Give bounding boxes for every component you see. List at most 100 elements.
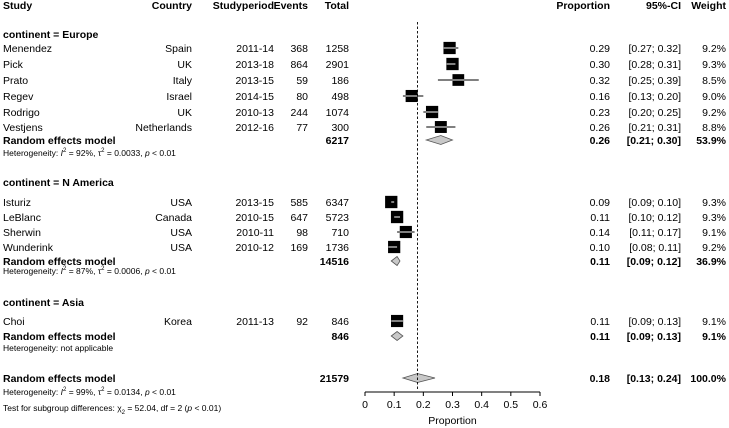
study-events: 244 xyxy=(290,107,308,119)
x-tick-label: 0.6 xyxy=(533,399,548,411)
header-events: Events xyxy=(274,0,309,12)
study-proportion: 0.23 xyxy=(590,107,611,119)
study-weight: 9.2% xyxy=(702,43,726,55)
study-weight: 9.3% xyxy=(702,197,726,209)
overall-weight: 100.0% xyxy=(690,373,726,385)
subgroup-test: Test for subgroup differences: χ2 = 52.0… xyxy=(3,403,221,416)
study-ci: [0.09; 0.13] xyxy=(628,316,681,328)
study-total: 710 xyxy=(331,227,349,239)
study-events: 92 xyxy=(296,316,308,328)
header-total: Total xyxy=(325,0,349,12)
study-period: 2010-13 xyxy=(235,107,274,119)
study-name: Sherwin xyxy=(3,227,41,239)
study-events: 647 xyxy=(290,212,308,224)
study-weight: 9.2% xyxy=(702,107,726,119)
pooled-ci: [0.09; 0.12] xyxy=(627,256,681,268)
study-country: Canada xyxy=(155,212,192,224)
pooled-total: 14516 xyxy=(320,256,349,268)
header-weight: Weight xyxy=(691,0,726,12)
study-total: 2901 xyxy=(326,59,350,71)
study-total: 300 xyxy=(331,122,349,134)
study-events: 77 xyxy=(296,122,308,134)
study-total: 1258 xyxy=(326,43,350,55)
x-tick-label: 0.1 xyxy=(387,399,402,411)
x-tick-label: 0.5 xyxy=(504,399,519,411)
study-events: 864 xyxy=(290,59,308,71)
study-weight: 9.3% xyxy=(702,59,726,71)
study-total: 6347 xyxy=(326,197,350,209)
study-name: Prato xyxy=(3,75,28,87)
study-name: Vestjens xyxy=(3,122,43,134)
study-weight: 8.8% xyxy=(702,122,726,134)
study-total: 5723 xyxy=(326,212,350,224)
overall-ci: [0.13; 0.24] xyxy=(627,373,681,385)
study-period: 2012-16 xyxy=(235,122,274,134)
pooled-weight: 36.9% xyxy=(696,256,726,268)
study-proportion: 0.11 xyxy=(590,212,610,224)
study-ci: [0.27; 0.32] xyxy=(628,43,681,55)
study-name: Isturiz xyxy=(3,197,31,209)
study-ci: [0.21; 0.31] xyxy=(628,122,681,134)
study-total: 846 xyxy=(331,316,349,328)
study-ci: [0.25; 0.39] xyxy=(628,75,681,87)
study-name: Menendez xyxy=(3,43,52,55)
pooled-diamond xyxy=(390,330,404,342)
overall-label: Random effects model xyxy=(3,373,116,385)
study-proportion: 0.11 xyxy=(590,316,610,328)
study-ci: [0.28; 0.31] xyxy=(628,59,681,71)
pooled-total: 846 xyxy=(331,331,349,343)
header-ci: 95%-CI xyxy=(646,0,681,12)
study-country: UK xyxy=(177,59,192,71)
pooled-proportion: 0.11 xyxy=(590,256,610,268)
study-period: 2010-15 xyxy=(235,212,274,224)
heterogeneity-text: Heterogeneity: not applicable xyxy=(3,343,113,353)
study-period: 2013-18 xyxy=(235,59,274,71)
study-total: 1736 xyxy=(326,242,350,254)
study-period: 2010-12 xyxy=(235,242,274,254)
study-events: 585 xyxy=(290,197,308,209)
study-name: Wunderink xyxy=(3,242,54,254)
pooled-ci: [0.09; 0.13] xyxy=(627,331,681,343)
study-events: 169 xyxy=(290,242,308,254)
study-ci: [0.13; 0.20] xyxy=(628,91,681,103)
study-proportion: 0.30 xyxy=(590,59,611,71)
study-period: 2014-15 xyxy=(235,91,274,103)
pooled-label: Random effects model xyxy=(3,135,116,147)
study-name: Pick xyxy=(3,59,24,71)
study-weight: 8.5% xyxy=(702,75,726,87)
study-events: 80 xyxy=(296,91,308,103)
study-events: 59 xyxy=(296,75,308,87)
x-tick-label: 0.3 xyxy=(445,399,460,411)
pooled-weight: 53.9% xyxy=(696,135,726,147)
study-country: USA xyxy=(170,242,192,254)
study-ci: [0.20; 0.25] xyxy=(628,107,681,119)
study-period: 2013-15 xyxy=(235,197,274,209)
overall-total: 21579 xyxy=(320,373,349,385)
study-country: Korea xyxy=(164,316,192,328)
study-ci: [0.11; 0.17] xyxy=(629,227,681,239)
study-period: 2011-14 xyxy=(236,43,274,55)
study-ci: [0.09; 0.10] xyxy=(628,197,681,209)
heterogeneity-text: Heterogeneity: I2 = 92%, τ2 = 0.0033, p … xyxy=(3,148,176,158)
study-name: Regev xyxy=(3,91,34,103)
study-name: Choi xyxy=(3,316,25,328)
study-country: Israel xyxy=(166,91,192,103)
x-tick-label: 0.2 xyxy=(416,399,431,411)
pooled-total: 6217 xyxy=(326,135,350,147)
study-ci: [0.08; 0.11] xyxy=(629,242,681,254)
header-study: Study xyxy=(3,0,32,12)
study-weight: 9.1% xyxy=(702,227,726,239)
study-period: 2011-13 xyxy=(236,316,274,328)
study-name: Rodrigo xyxy=(3,107,40,119)
pooled-diamond xyxy=(424,135,454,145)
study-proportion: 0.09 xyxy=(590,197,611,209)
study-weight: 9.3% xyxy=(702,212,726,224)
study-country: Spain xyxy=(165,43,192,55)
pooled-proportion: 0.26 xyxy=(590,135,611,147)
study-weight: 9.1% xyxy=(702,316,726,328)
study-proportion: 0.10 xyxy=(590,242,611,254)
x-axis-label: Proportion xyxy=(428,415,477,427)
overall-diamond xyxy=(401,373,436,383)
heterogeneity-text: Heterogeneity: I2 = 87%, τ2 = 0.0006, p … xyxy=(3,266,176,276)
